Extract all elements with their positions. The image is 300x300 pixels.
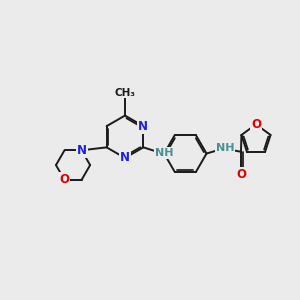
Text: N: N xyxy=(138,120,148,133)
Text: O: O xyxy=(237,168,247,181)
Text: O: O xyxy=(251,118,261,131)
Text: N: N xyxy=(76,144,87,157)
Text: NH: NH xyxy=(155,148,174,158)
Text: O: O xyxy=(59,173,70,186)
Text: N: N xyxy=(120,152,130,164)
Text: NH: NH xyxy=(215,143,234,153)
Text: CH₃: CH₃ xyxy=(115,88,136,98)
